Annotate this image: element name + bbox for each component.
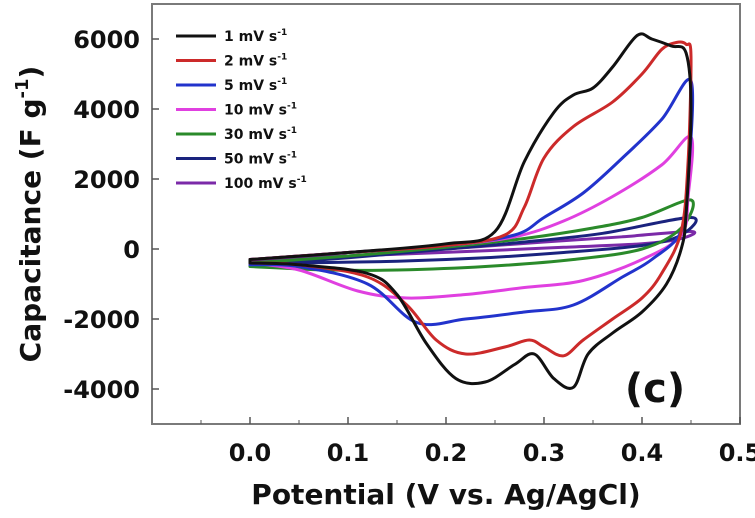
y-tick-label: 2000 [73,166,140,194]
x-tick-label: 0.3 [523,439,566,467]
y-tick-label: 0 [123,236,140,264]
y-tick-label: -2000 [63,306,140,334]
legend-label-text: 10 mV s [224,103,287,119]
legend-label-text: 30 mV s [224,127,287,143]
legend: 1 mV s-12 mV s-15 mV s-110 mV s-130 mV s… [176,28,307,192]
y-tick-label: 4000 [73,96,140,124]
legend-label-sup: -1 [277,77,287,87]
legend-label-text: 5 mV s [224,78,277,94]
legend-label-sup: -1 [287,151,297,161]
y-tick-label: -4000 [63,376,140,404]
y-axis-title-main: Capacitance (F g [14,98,47,362]
legend-label-sup: -1 [287,126,297,136]
series-line-4 [248,198,695,272]
legend-label: 5 mV s-1 [224,77,287,94]
axis-ticks: 0.0 0.1 0.2 0.3 0.4 0.5 -4000 -2000 0 2000 4000 600… [63,26,755,467]
legend-label: 10 mV s-1 [224,102,297,119]
x-tick-label: 0.2 [425,439,468,467]
x-tick-label: 0.5 [719,439,755,467]
y-axis-title-sup: -1 [12,78,33,98]
legend-label: 30 mV s-1 [224,126,297,143]
legend-label-text: 1 mV s [224,29,277,45]
legend-label-text: 50 mV s [224,152,287,168]
x-tick-label: 0.4 [621,439,664,467]
y-axis-title-close: ) [14,66,47,79]
panel-label: (c) [625,366,685,412]
legend-label-sup: -1 [297,175,307,185]
series-group [248,32,698,390]
series-line-1 [248,40,693,358]
y-tick-label: 6000 [73,26,140,54]
legend-label: 50 mV s-1 [224,151,297,168]
legend-label-text: 100 mV s [224,176,297,192]
legend-label: 100 mV s-1 [224,175,307,192]
legend-label: 2 mV s-1 [224,53,287,70]
y-axis-title: Capacitance (F g-1) [12,66,47,363]
series-line-0 [248,32,693,390]
legend-label-sup: -1 [287,102,297,112]
series-line-2 [248,77,695,327]
legend-label: 1 mV s-1 [224,28,287,45]
legend-label-text: 2 mV s [224,54,277,70]
x-axis-title: Potential (V vs. Ag/AgCl) [251,478,640,511]
legend-label-sup: -1 [277,53,287,63]
x-tick-label: 0.0 [229,439,272,467]
x-tick-label: 0.1 [327,439,370,467]
legend-label-sup: -1 [277,28,287,38]
